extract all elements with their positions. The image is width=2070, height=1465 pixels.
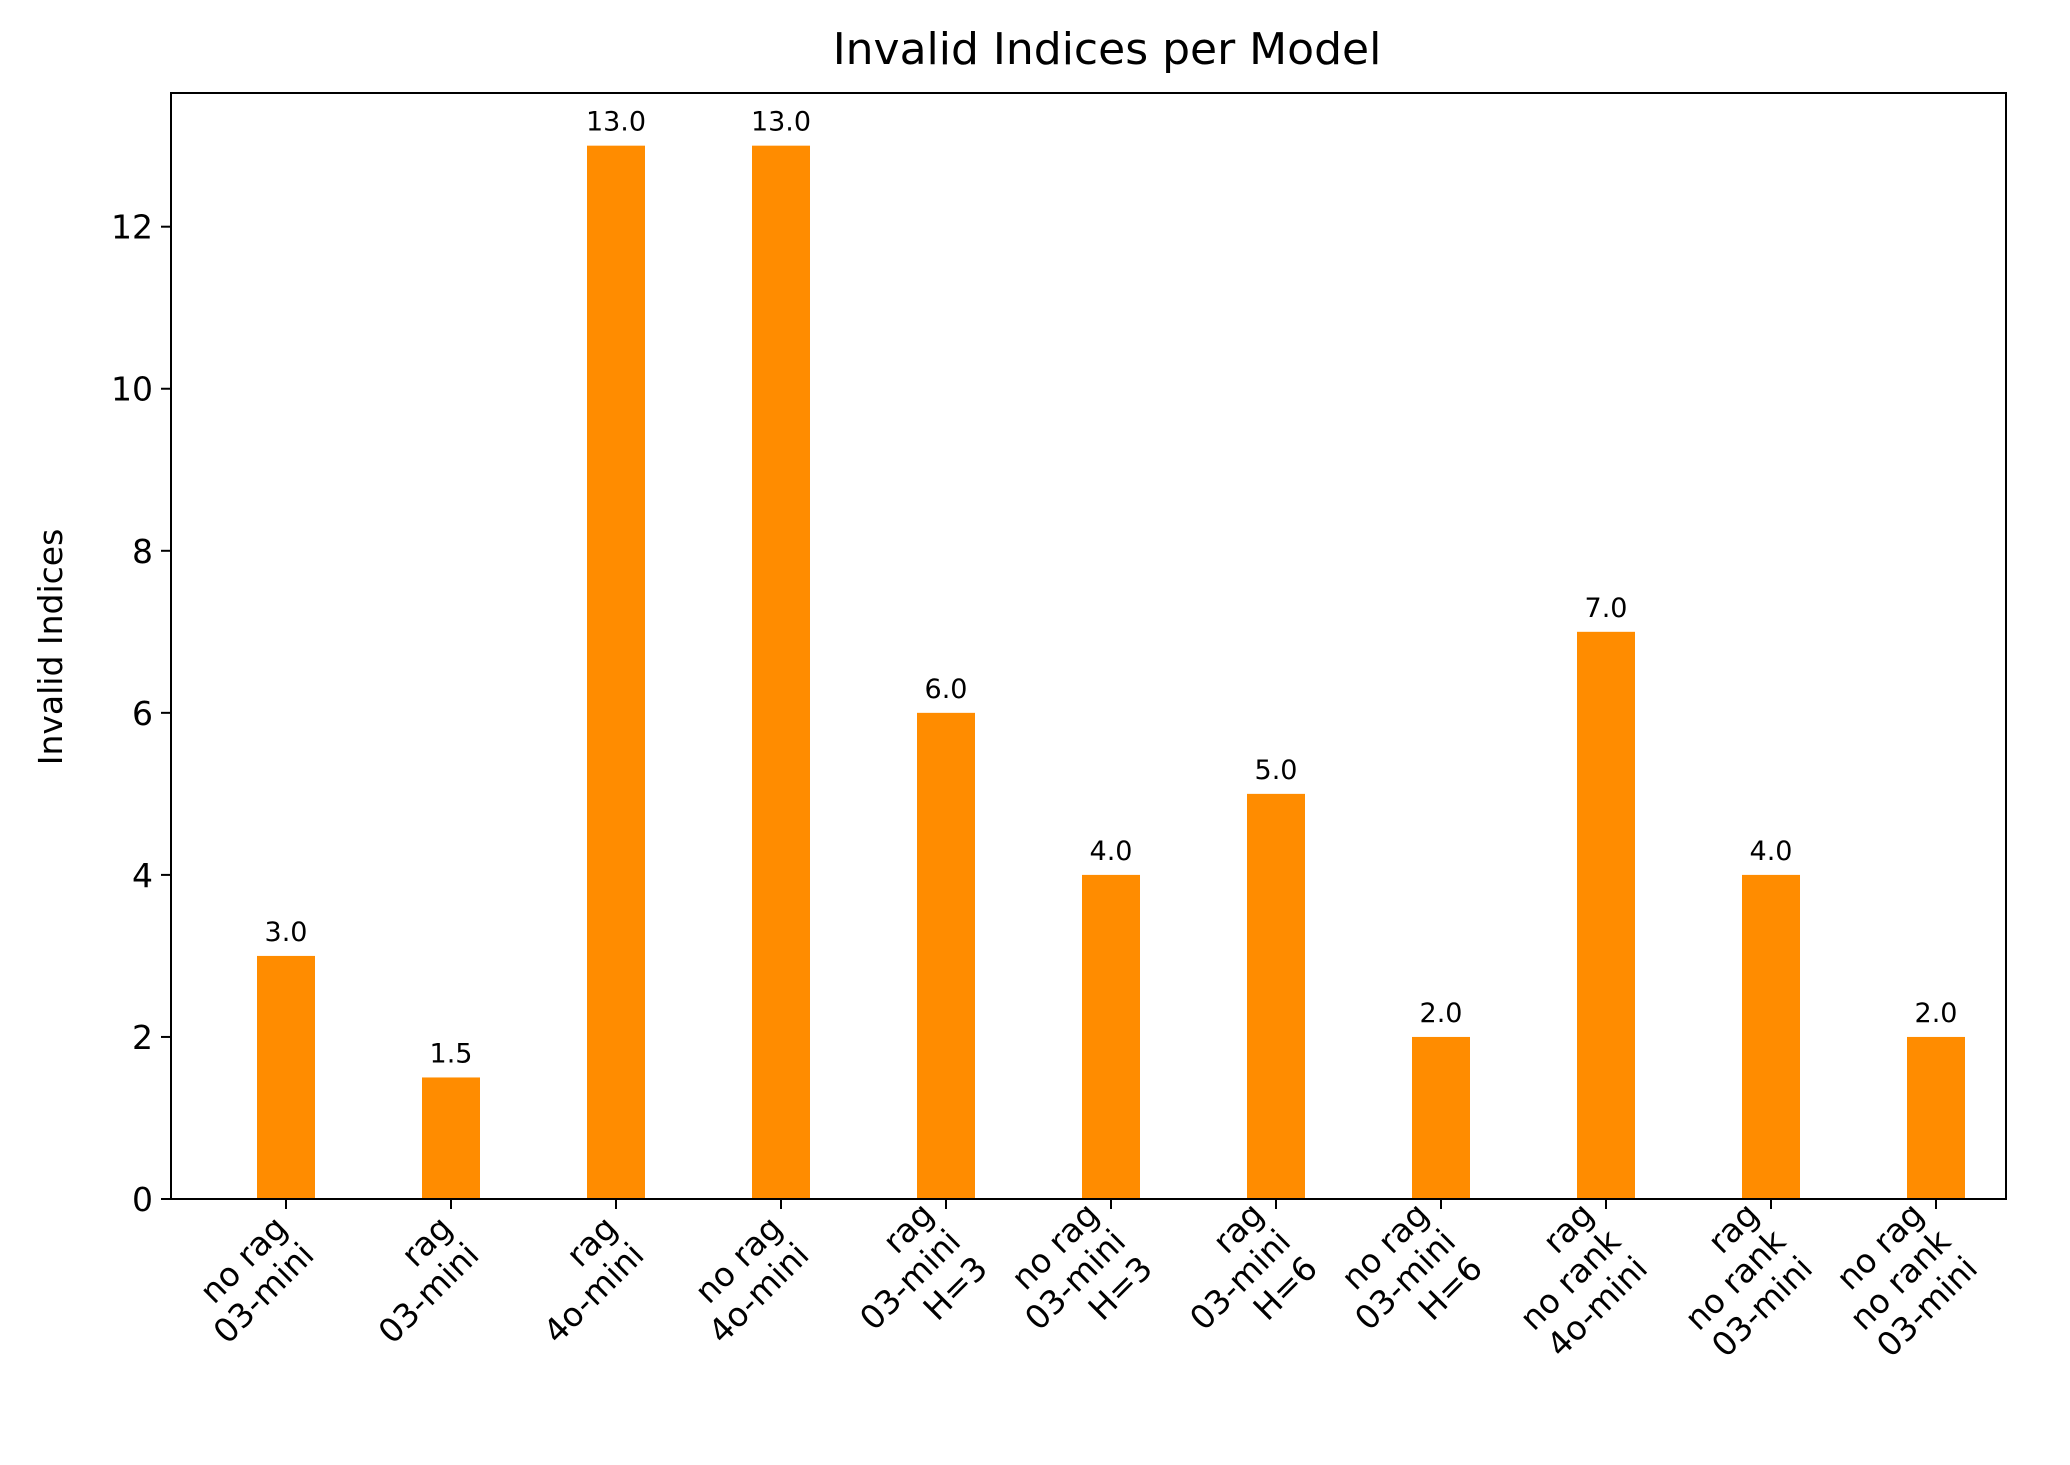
bar-value-label: 4.0 [1750, 836, 1793, 867]
bar-value-label: 4.0 [1090, 836, 1133, 867]
bar-value-label: 5.0 [1255, 755, 1298, 786]
bar-value-label: 2.0 [1420, 998, 1463, 1029]
y-tick-label: 4 [132, 856, 153, 895]
y-tick-label: 2 [132, 1018, 153, 1057]
y-tick-label: 6 [132, 694, 153, 733]
chart-title: Invalid Indices per Model [833, 24, 1382, 75]
bar-value-label: 2.0 [1915, 998, 1958, 1029]
bar [1907, 1036, 1965, 1199]
bar-value-label: 1.5 [430, 1038, 473, 1069]
y-axis-label: Invalid Indices [31, 529, 70, 766]
y-tick-label: 8 [132, 532, 153, 571]
bar [1412, 1036, 1470, 1199]
y-tick-label: 0 [132, 1180, 153, 1219]
bar [422, 1077, 480, 1199]
data-labels-group: 3.0 1.5 13.0 13.0 6.0 4.0 5.0 2.0 7.0 4.0 2.0 [265, 107, 1958, 1070]
bar [1082, 874, 1140, 1199]
bar-value-label: 13.0 [751, 107, 811, 138]
bar-value-label: 7.0 [1585, 593, 1628, 624]
bar-value-label: 6.0 [925, 674, 968, 705]
bar [1247, 793, 1305, 1199]
bar [1742, 874, 1800, 1199]
bar [257, 955, 315, 1199]
y-axis: 0 2 4 6 8 10 12 [111, 208, 171, 1219]
y-tick-label: 12 [111, 208, 153, 247]
plot-frame [170, 92, 2007, 1200]
bar-value-label: 13.0 [586, 107, 646, 138]
bar [917, 712, 975, 1199]
bar-value-label: 3.0 [265, 917, 308, 948]
bar [1577, 631, 1635, 1199]
y-tick-label: 10 [111, 370, 153, 409]
bar [752, 145, 810, 1200]
bar [587, 145, 645, 1200]
bars-group [257, 145, 1965, 1200]
